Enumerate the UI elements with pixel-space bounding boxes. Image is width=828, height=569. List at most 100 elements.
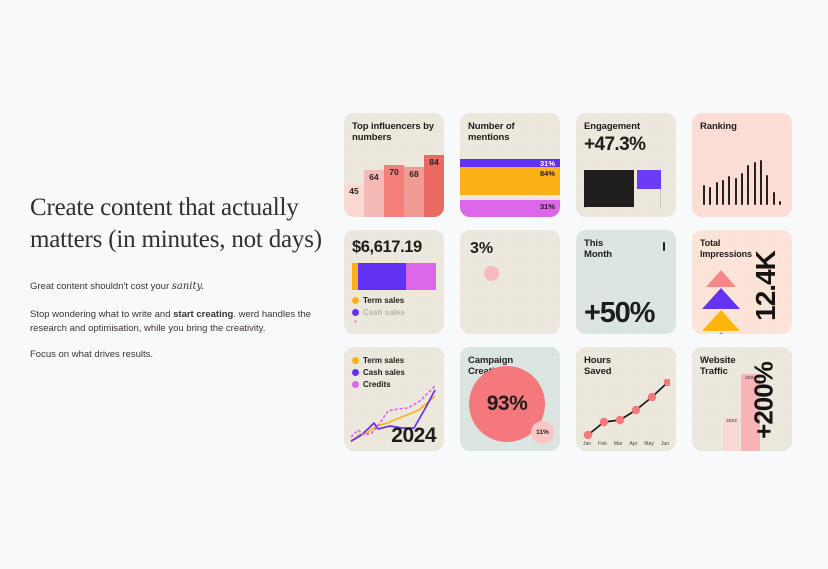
card-engagement: Engagement +47.3%	[576, 113, 676, 217]
small-percent-value: 3%	[470, 240, 494, 257]
engagement-bar-secondary	[636, 170, 662, 189]
campaign-secondary-circle: 11%	[531, 421, 554, 444]
ranking-bar	[778, 201, 781, 205]
impressions-value: 12.4K	[750, 251, 781, 321]
traffic-bar: 2023	[723, 417, 740, 451]
card-website-traffic: Website Traffic 2023 2024 +200%	[692, 347, 792, 451]
mentions-stacked-bars: 31% 84% 31%	[460, 159, 560, 217]
card-campaign-creation: Campaign Creation 93% 11%	[460, 347, 560, 451]
mention-value: 31%	[539, 158, 555, 168]
card-sales-lines: Term sales Cash sales Credits 2024	[344, 347, 444, 451]
data-point-dot	[599, 417, 609, 427]
legend-item: Credits	[352, 380, 405, 389]
legend-item: Term sales	[352, 296, 405, 305]
mention-segment: 31%	[460, 200, 560, 217]
mention-segment: 31%	[460, 158, 560, 168]
month-axis-labels: Jan Feb Mar Apr May Jun	[583, 441, 669, 447]
month-label: Feb	[598, 441, 607, 447]
influencer-bar: 68	[404, 167, 424, 217]
hero-p2-bold: start creating	[173, 309, 234, 320]
hero-p1-script-word: sanity.	[171, 280, 205, 292]
legend-dot	[352, 309, 359, 316]
traffic-bar-chart: 2023 2024	[723, 374, 760, 451]
influencer-bar: 64	[364, 170, 384, 217]
ranking-bar-chart	[703, 157, 781, 205]
lines-legend: Term sales Cash sales Credits	[352, 356, 405, 389]
influencers-bar-chart: 45 64 70 68 84	[344, 155, 444, 217]
sales-bar-segment	[406, 263, 436, 290]
ranking-bar	[721, 180, 724, 205]
ranking-bar	[759, 160, 762, 205]
hero-paragraph-2: Stop wondering what to write and start c…	[30, 308, 326, 336]
chart-leg	[659, 189, 662, 208]
card-top-influencers: Top influencers by numbers 45 64 70 68 84	[344, 113, 444, 217]
bar-value: 70	[389, 167, 399, 177]
chart-leg	[632, 207, 635, 208]
card-number-of-mentions: Number of mentions 31% 84% 31%	[460, 113, 560, 217]
traffic-bar-label: 2023	[726, 419, 737, 424]
ranking-bar	[715, 182, 718, 205]
influencer-bar: 70	[384, 165, 404, 217]
legend-dot	[352, 369, 359, 376]
card-title: Engagement	[584, 121, 641, 132]
hours-saved-line-chart	[583, 379, 670, 439]
bar-value: 84	[429, 157, 439, 167]
legend-dot	[352, 381, 359, 388]
ranking-bar	[728, 176, 731, 205]
ranking-bar	[766, 175, 769, 205]
sales-line-chart	[350, 385, 436, 443]
sales-bar-segment	[358, 263, 406, 290]
data-point-dot	[615, 415, 625, 425]
sales-total-value: $6,617.19	[352, 238, 422, 256]
this-month-value: +50%	[584, 297, 655, 329]
traffic-bar-label: 2024	[745, 376, 756, 381]
mention-segment: 84%	[460, 167, 560, 195]
card-title: Top influencers by numbers	[352, 121, 434, 144]
ranking-bar	[734, 178, 737, 205]
hero-paragraph-3: Focus on what drives results.	[30, 348, 154, 360]
legend-label: Cash sales	[363, 308, 405, 317]
legend-label: Term sales	[363, 296, 405, 305]
stats-grid: Top influencers by numbers 45 64 70 68 84 Nu…	[344, 113, 792, 451]
legend-dot	[352, 357, 359, 364]
hero-p2-pre: Stop wondering what to write and	[30, 309, 174, 320]
card-title: Ranking	[700, 121, 737, 132]
card-hours-saved: Hours Saved Jan Feb Mar Apr May Jun	[576, 347, 676, 451]
ranking-bar	[747, 165, 750, 205]
data-point-dot	[663, 379, 670, 387]
data-point-dot	[583, 430, 593, 439]
card-total-impressions: Total Impressions 12.4K	[692, 230, 792, 334]
card-title: Number of mentions	[468, 121, 515, 144]
card-small-percent: 3%	[460, 230, 560, 334]
engagement-value: +47.3%	[584, 134, 646, 156]
percent-dot	[484, 266, 499, 281]
influencer-bar: 84	[424, 155, 444, 217]
vertical-bar-icon	[663, 242, 665, 251]
legend-label: Cash sales	[363, 368, 405, 377]
triangle-icon	[706, 270, 736, 287]
sales-bar-segment	[352, 263, 358, 290]
engagement-bar-primary	[584, 170, 635, 207]
legend-label: Credits	[363, 380, 391, 389]
impressions-triangles	[702, 270, 740, 334]
month-label: Mar	[613, 441, 623, 447]
ranking-bar	[709, 187, 712, 205]
card-title: Website Traffic	[700, 355, 736, 378]
card-this-month: This Month +50%	[576, 230, 676, 334]
influencer-bar: 45	[344, 184, 364, 217]
year-label: 2024	[391, 424, 436, 447]
mention-value: 31%	[539, 202, 555, 211]
data-point-dot	[631, 405, 641, 415]
ranking-bar	[740, 173, 743, 205]
bar-value: 68	[409, 169, 419, 179]
ranking-bar	[703, 185, 705, 205]
hero-section: Create content that actually matters (in…	[30, 192, 326, 361]
mention-value: 84%	[539, 169, 555, 178]
card-title: This Month	[584, 238, 612, 261]
bar-value: 64	[369, 172, 379, 182]
legend-dot-partial	[354, 320, 357, 323]
data-point-dot	[647, 392, 657, 402]
card-title: Hours Saved	[584, 355, 612, 378]
hours-line	[587, 381, 669, 436]
month-label: Apr	[629, 441, 638, 447]
